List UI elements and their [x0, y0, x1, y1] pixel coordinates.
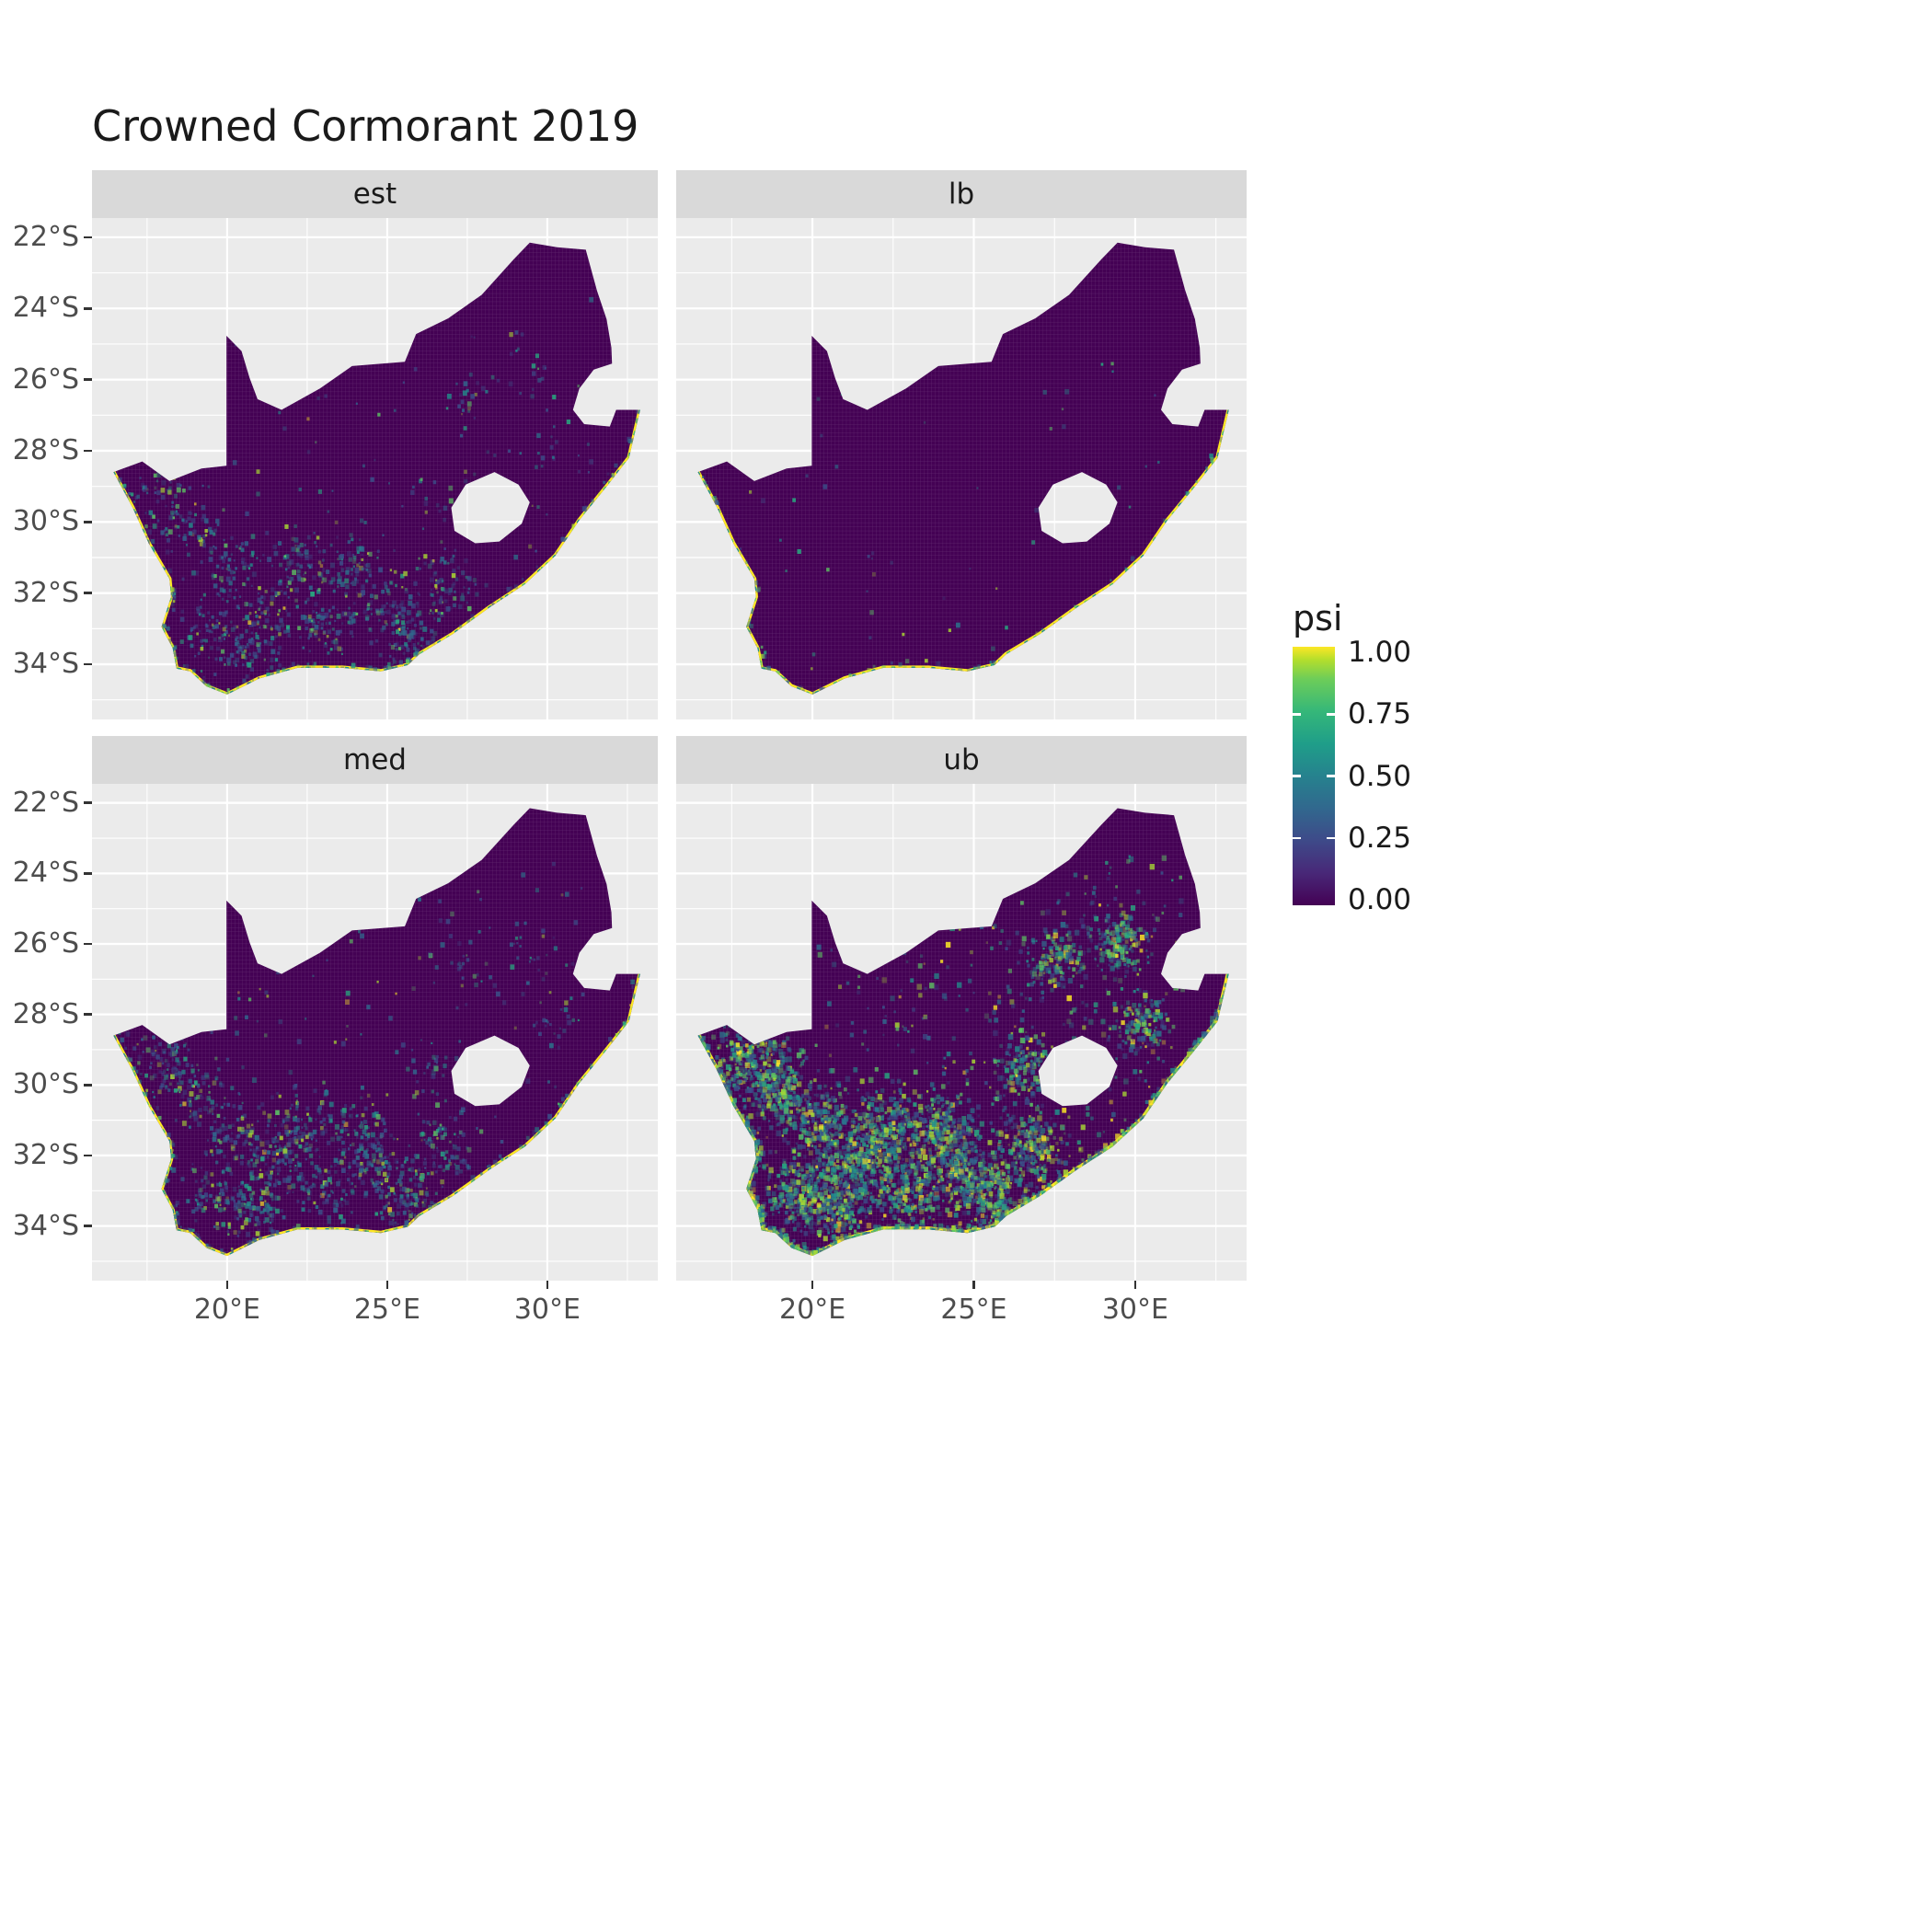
legend-tick-label: 0.25 [1348, 821, 1412, 855]
y-tick-mark [84, 592, 92, 594]
y-tick-label: 32°S [12, 576, 79, 609]
legend-tick-mark [1327, 775, 1335, 777]
legend-tick-label: 0.50 [1348, 759, 1412, 793]
legend-tick-mark [1327, 836, 1335, 839]
x-tick-mark [811, 1281, 814, 1289]
x-tick-label: 25°E [940, 1294, 1007, 1326]
y-tick-mark [84, 1084, 92, 1087]
facet-strip-med: med [92, 736, 658, 784]
facet-strip-ub: ub [676, 736, 1247, 784]
x-tick-label: 20°E [779, 1294, 846, 1326]
facet-strip-label: est [352, 178, 397, 211]
y-tick-mark [84, 1225, 92, 1227]
legend-tick-mark [1293, 836, 1301, 839]
plot-title: Crowned Cormorant 2019 [92, 101, 639, 151]
x-tick-label: 20°E [193, 1294, 260, 1326]
facet-strip-label: med [343, 743, 407, 776]
map-med [92, 784, 658, 1281]
y-tick-mark [84, 1013, 92, 1016]
x-tick-mark [972, 1281, 975, 1289]
y-tick-label: 28°S [12, 434, 79, 466]
y-tick-mark [84, 1154, 92, 1157]
map-ub [676, 784, 1247, 1281]
y-tick-label: 28°S [12, 997, 79, 1030]
legend-tick-label: 0.75 [1348, 697, 1412, 731]
facet-strip-est: est [92, 170, 658, 218]
y-tick-label: 22°S [12, 786, 79, 819]
map-lb [676, 218, 1247, 719]
y-tick-mark [84, 521, 92, 523]
y-tick-label: 30°S [12, 1068, 79, 1101]
x-tick-mark [1133, 1281, 1137, 1289]
y-tick-label: 26°S [12, 362, 79, 396]
y-tick-mark [84, 942, 92, 946]
y-tick-label: 22°S [12, 220, 79, 253]
y-tick-label: 32°S [12, 1138, 79, 1171]
y-tick-label: 24°S [12, 857, 79, 890]
y-tick-mark [84, 378, 92, 381]
y-tick-mark [84, 449, 92, 453]
facet-panel-med [92, 784, 658, 1281]
y-tick-mark [84, 801, 92, 804]
legend-tick-label: 0.00 [1348, 883, 1412, 916]
y-tick-label: 30°S [12, 505, 79, 538]
facet-panel-lb [676, 218, 1247, 719]
x-tick-mark [546, 1281, 549, 1289]
legend-tick-mark [1293, 713, 1301, 716]
legend-tick-label: 1.00 [1348, 636, 1412, 669]
facet-strip-lb: lb [676, 170, 1247, 218]
facet-panel-ub [676, 784, 1247, 1281]
x-tick-label: 30°E [513, 1294, 581, 1326]
y-tick-label: 24°S [12, 292, 79, 325]
y-tick-label: 34°S [12, 648, 79, 680]
facet-panel-est [92, 218, 658, 719]
facet-strip-label: lb [948, 178, 975, 211]
y-tick-mark [84, 307, 92, 310]
y-tick-mark [84, 872, 92, 875]
y-tick-mark [84, 236, 92, 239]
y-tick-label: 26°S [12, 927, 79, 960]
y-tick-mark [84, 662, 92, 666]
legend-tick-mark [1327, 713, 1335, 716]
y-tick-label: 34°S [12, 1209, 79, 1242]
facet-strip-label: ub [943, 743, 980, 776]
x-tick-label: 25°E [353, 1294, 420, 1326]
x-tick-mark [385, 1281, 389, 1289]
x-tick-mark [225, 1281, 229, 1289]
legend-title: psi [1293, 598, 1343, 638]
x-tick-label: 30°E [1101, 1294, 1168, 1326]
map-est [92, 218, 658, 719]
legend-tick-mark [1293, 775, 1301, 777]
